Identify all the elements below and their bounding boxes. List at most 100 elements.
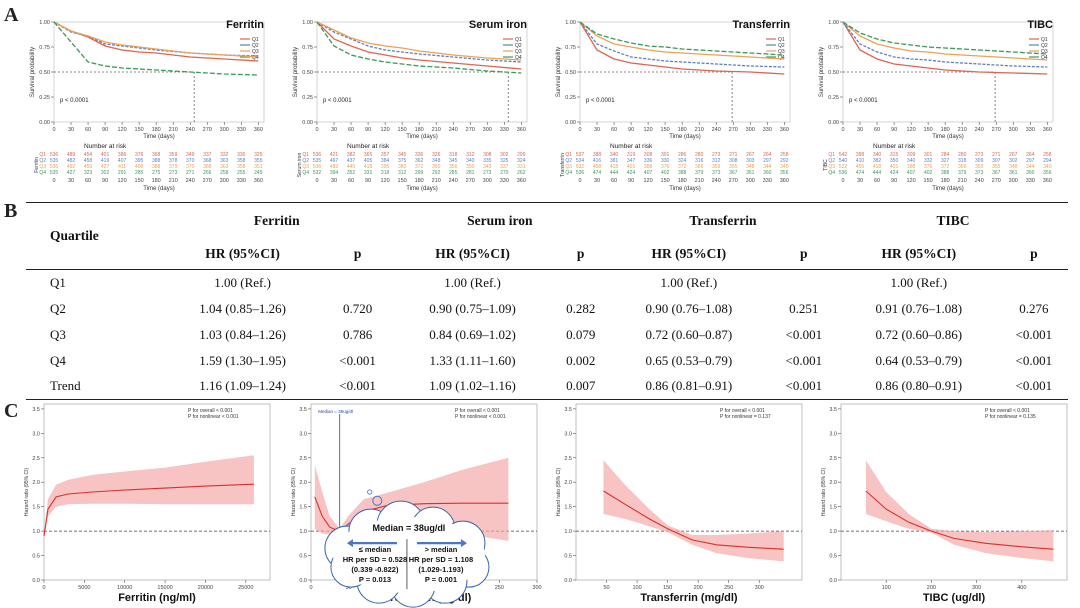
x-tick-label: 60 (611, 127, 617, 133)
y-tick-label: 0.25 (565, 95, 576, 101)
hr-cell: 1.00 (Ref.) (214, 274, 271, 290)
x-tick-label: 30 (68, 127, 74, 133)
risk-count: 407 (907, 170, 916, 176)
risk-table-title: Number at risk (610, 143, 653, 150)
risk-x-tick-label: 270 (992, 178, 1001, 184)
x-tick-label: 330 (763, 127, 772, 133)
y-tick-label: 0.50 (565, 70, 576, 76)
risk-count: 280 (958, 152, 967, 158)
p-overall-label: P for overall < 0.001 (455, 408, 500, 414)
risk-count: 356 (780, 170, 789, 176)
risk-count: 264 (1026, 152, 1035, 158)
y-axis-label: Survival probability (30, 47, 36, 97)
risk-count: 325 (500, 158, 509, 164)
y-tick-label: 2.5 (829, 456, 837, 462)
risk-count: 536 (50, 164, 59, 170)
risk-count: 378 (169, 158, 178, 164)
legend-label: Q1 (778, 37, 785, 43)
x-tick-label: 50 (346, 585, 352, 591)
x-tick-label: 270 (992, 127, 1001, 133)
risk-x-tick-label: 30 (594, 178, 600, 184)
risk-count: 373 (712, 170, 721, 176)
x-tick-label: 90 (365, 127, 371, 133)
risk-count: 361 (746, 170, 755, 176)
hazard-ratio-curve (603, 490, 784, 550)
risk-x-tick-label: 210 (958, 178, 967, 184)
hr-table: Quartile Ferritin Serum iron Transferrin… (26, 202, 1068, 400)
y-tick-label: 1.00 (39, 20, 50, 26)
callout-right-ci: (1.029-1.193) (418, 565, 464, 574)
y-axis-label: Hazard ratio (95% CI) (24, 467, 30, 516)
hr-cell: 0.65 (0.53–0.79) (645, 352, 733, 368)
risk-count: 482 (330, 164, 339, 170)
hr-cell: 1.00 (Ref.) (444, 274, 501, 290)
hr-cell: 0.72 (0.60–0.87) (645, 326, 733, 342)
risk-count: 482 (67, 158, 76, 164)
risk-count: 536 (839, 170, 848, 176)
risk-count: 294 (1043, 158, 1052, 164)
x-tick-label: 60 (85, 127, 91, 133)
risk-count: 340 (1043, 164, 1052, 170)
survival-curve-q4 (316, 21, 522, 74)
risk-x-tick-label: 360 (254, 178, 263, 184)
risk-x-tick-label: 120 (118, 178, 127, 184)
x-tick-label: 50 (603, 585, 609, 591)
risk-count: 340 (873, 152, 882, 158)
risk-row-label: Q3 (39, 164, 46, 170)
risk-count: 362 (415, 158, 424, 164)
risk-count: 312 (466, 152, 475, 158)
risk-count: 376 (924, 164, 933, 170)
table-row: Q4 1.59 (1.30–1.95) <0.001 1.33 (1.11–1.… (26, 348, 1068, 374)
risk-count: 308 (729, 158, 738, 164)
y-tick-label: 1.5 (829, 505, 837, 511)
y-tick-label: 2.0 (564, 480, 572, 486)
risk-x-tick-label: 150 (398, 178, 407, 184)
y-tick-label: 0.25 (302, 95, 313, 101)
risk-count: 379 (958, 170, 967, 176)
km-plot: 0.00 0.25 0.50 0.75 1.00 0 30 60 90 120 150 180 210 2… (30, 19, 265, 192)
legend-label: Q4 (1041, 55, 1048, 61)
risk-row-label: Q2 (565, 158, 572, 164)
risk-count: 312 (398, 170, 407, 176)
rcs-plot: 0.0 0.5 1.0 1.5 2.0 2.5 3.0 3.5 0 5000 10000 15000 2… (24, 403, 271, 604)
x-tick-label: 0 (52, 127, 55, 133)
y-tick-label: 3.5 (299, 407, 307, 413)
risk-count: 458 (593, 164, 602, 170)
p-cell: 0.007 (553, 373, 608, 400)
x-tick-label: 15000 (157, 585, 172, 591)
risk-count: 267 (746, 152, 755, 158)
y-tick-label: 2.5 (32, 456, 40, 462)
x-tick-label: 300 (746, 127, 755, 133)
hr-cell: 0.90 (0.75–1.09) (429, 300, 516, 316)
p-cell (770, 270, 838, 296)
x-axis-label: TIBC (ug/dl) (923, 592, 986, 604)
annotation-circle (367, 489, 373, 495)
callout-right-p: P = 0.001 (425, 575, 457, 584)
risk-count: 454 (84, 152, 93, 158)
p-cell: 0.251 (789, 300, 819, 316)
hr-cell: 0.72 (0.60–0.86) (875, 326, 963, 342)
risk-count: 401 (890, 164, 899, 170)
risk-count: 386 (118, 152, 127, 158)
risk-count: 444 (873, 170, 882, 176)
risk-count: 302 (1009, 158, 1018, 164)
risk-row-label: Q2 (39, 158, 46, 164)
survival-curve-q2 (579, 21, 785, 68)
rcs-plot: 0.0 0.5 1.0 1.5 2.0 2.5 3.0 3.5 50 100 150 200 250 30… (556, 403, 803, 604)
p-cell: <0.001 (785, 326, 823, 342)
x-tick-label: 100 (882, 585, 891, 591)
risk-count: 271 (186, 170, 195, 176)
x-tick-label: 0 (315, 127, 318, 133)
risk-count: 359 (169, 152, 178, 158)
risk-x-tick-label: 180 (415, 178, 424, 184)
risk-count: 284 (941, 152, 950, 158)
risk-x-tick-label: 330 (237, 178, 246, 184)
risk-count: 407 (644, 170, 653, 176)
p-cell (323, 270, 391, 296)
x-tick-label: 90 (891, 127, 897, 133)
risk-count: 292 (432, 170, 441, 176)
risk-x-tick-label: 180 (152, 178, 161, 184)
hr-cell: 0.84 (0.69–1.02) (429, 326, 516, 342)
risk-x-tick-label: 240 (712, 178, 721, 184)
